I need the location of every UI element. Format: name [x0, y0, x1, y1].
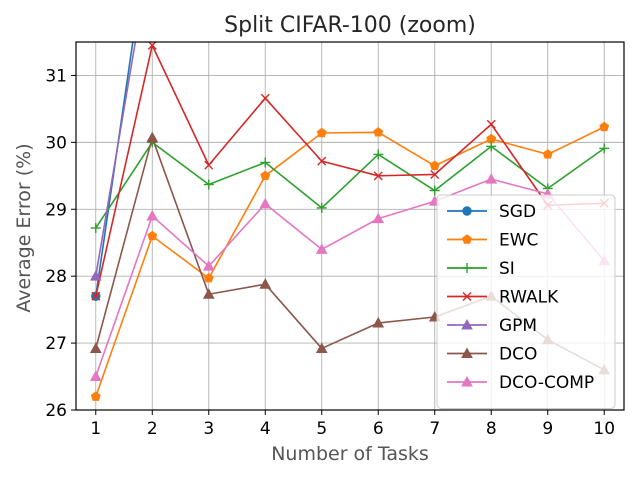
data-point-si — [373, 149, 384, 160]
plot-frame — [75, 41, 625, 411]
data-point-si — [316, 202, 327, 213]
data-point-ewc — [373, 127, 384, 137]
data-point-si — [599, 143, 610, 154]
x-axis: 1 2 3 4 5 6 7 8 9 10 — [90, 410, 615, 439]
data-point-dco-comp — [372, 212, 385, 224]
x-tick-label: 9 — [542, 419, 553, 439]
x-tick-label: 7 — [429, 419, 440, 439]
chart-title: Split CIFAR-100 (zoom) — [224, 13, 476, 38]
data-point-ewc — [203, 272, 214, 283]
legend-label: DCO — [499, 345, 537, 365]
data-point-dco — [202, 288, 215, 299]
y-tick-label: 31 — [45, 66, 67, 86]
data-point-dco-comp — [315, 243, 328, 254]
legend-entry-dco: DCO — [447, 345, 537, 365]
legend-entry-sgd: SGD — [447, 202, 536, 222]
legend-marker-dco — [461, 347, 473, 358]
data-point-ewc — [147, 230, 158, 241]
data-point-dco — [372, 316, 385, 328]
data-point-rwalk — [373, 171, 383, 181]
y-tick-label: 27 — [45, 334, 67, 354]
legend-label: SGD — [499, 202, 536, 222]
data-point-dco — [259, 278, 272, 289]
data-point-rwalk — [430, 169, 440, 179]
legend-marker-dco-comp — [461, 375, 473, 387]
legend-entry-rwalk: RWALK — [447, 288, 559, 308]
legend-entry-dco-comp: DCO-COMP — [447, 373, 594, 393]
x-tick-label: 10 — [593, 419, 615, 439]
data-point-dco-comp — [485, 173, 498, 184]
series-line-ewc — [95, 126, 605, 397]
legend-entry-ewc: EWC — [447, 231, 538, 251]
legend-box — [436, 194, 616, 409]
data-point-dco — [315, 342, 328, 353]
legend-label: DCO-COMP — [499, 373, 594, 393]
data-point-si — [90, 223, 101, 234]
data-point-rwalk — [260, 93, 270, 103]
y-tick-label: 28 — [45, 267, 67, 287]
data-point-rwalk — [91, 291, 101, 301]
data-point-rwalk — [317, 156, 327, 166]
legend-label: GPM — [499, 316, 537, 336]
plot-area — [89, 42, 611, 401]
data-point-ewc — [260, 170, 271, 181]
legend-marker-sgd — [462, 206, 472, 216]
x-tick-label: 3 — [203, 419, 214, 439]
x-tick-label: 6 — [373, 419, 384, 439]
y-axis-label: Average Error (%) — [13, 143, 35, 312]
x-tick-label: 4 — [260, 419, 271, 439]
data-point-dco — [89, 342, 102, 353]
legend-label: SI — [499, 259, 515, 279]
series-line-si — [95, 141, 605, 229]
legend-label: EWC — [499, 231, 538, 251]
data-point-ewc — [542, 149, 553, 159]
data-point-dco-comp — [259, 197, 272, 209]
legend-label: RWALK — [499, 288, 559, 308]
data-point-ewc — [599, 121, 610, 132]
x-axis-label: Number of Tasks — [271, 443, 429, 465]
x-tick-label: 1 — [90, 419, 101, 439]
series-ewc — [90, 121, 610, 401]
series-line-dco-comp — [95, 178, 605, 377]
legend-entry-gpm: GPM — [447, 316, 537, 336]
legend: SGD EWC SI RWALK GPM DCO DCO-COMP — [436, 194, 616, 409]
data-point-rwalk — [486, 119, 496, 129]
data-point-si — [260, 157, 271, 168]
data-point-gpm — [89, 270, 102, 281]
data-point-rwalk — [147, 42, 157, 50]
y-tick-label: 29 — [45, 200, 67, 220]
y-tick-label: 30 — [45, 133, 67, 153]
y-tick-label: 26 — [45, 401, 67, 421]
data-point-dco-comp — [202, 260, 215, 271]
data-point-dco-comp — [146, 209, 159, 221]
legend-entry-si: SI — [447, 259, 515, 279]
legend-marker-gpm — [461, 318, 473, 330]
data-point-dco-comp — [89, 370, 102, 382]
legend-marker-si — [462, 263, 472, 273]
data-point-ewc — [429, 160, 440, 170]
data-point-si — [486, 141, 497, 152]
legend-marker-ewc — [462, 234, 472, 244]
series-gpm — [89, 42, 137, 281]
x-tick-label: 8 — [486, 419, 497, 439]
x-tick-label: 5 — [316, 419, 327, 439]
data-point-rwalk — [204, 160, 214, 170]
y-axis: 26 27 28 29 30 31 — [45, 66, 76, 421]
data-point-si — [203, 179, 214, 190]
legend-marker-rwalk — [462, 292, 472, 301]
data-point-ewc — [316, 127, 327, 138]
data-point-dco — [146, 131, 159, 143]
data-point-si — [429, 185, 440, 196]
data-point-ewc — [90, 391, 101, 401]
x-tick-label: 2 — [147, 419, 158, 439]
series-line-rwalk — [94, 44, 605, 297]
